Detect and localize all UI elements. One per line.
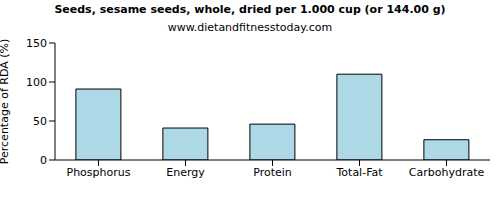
svg-text:Total-Fat: Total-Fat <box>335 166 383 179</box>
svg-text:Percentage of RDA (%): Percentage of RDA (%) <box>8 39 11 164</box>
svg-text:0: 0 <box>40 154 47 167</box>
svg-text:Energy: Energy <box>166 166 205 179</box>
svg-text:Carbohydrate: Carbohydrate <box>409 166 485 179</box>
svg-text:100: 100 <box>26 76 47 89</box>
svg-text:Protein: Protein <box>253 166 292 179</box>
svg-text:Phosphorus: Phosphorus <box>67 166 131 179</box>
html-text:www.dietandfitnesstoday.com: www.dietandfitnesstoday.com <box>167 21 333 34</box>
svg-text:150: 150 <box>26 37 47 50</box>
svg-text:50: 50 <box>33 115 47 128</box>
html-text:Seeds, sesame seeds, whole, dr: Seeds, sesame seeds, whole, dried per 1.… <box>54 3 446 16</box>
